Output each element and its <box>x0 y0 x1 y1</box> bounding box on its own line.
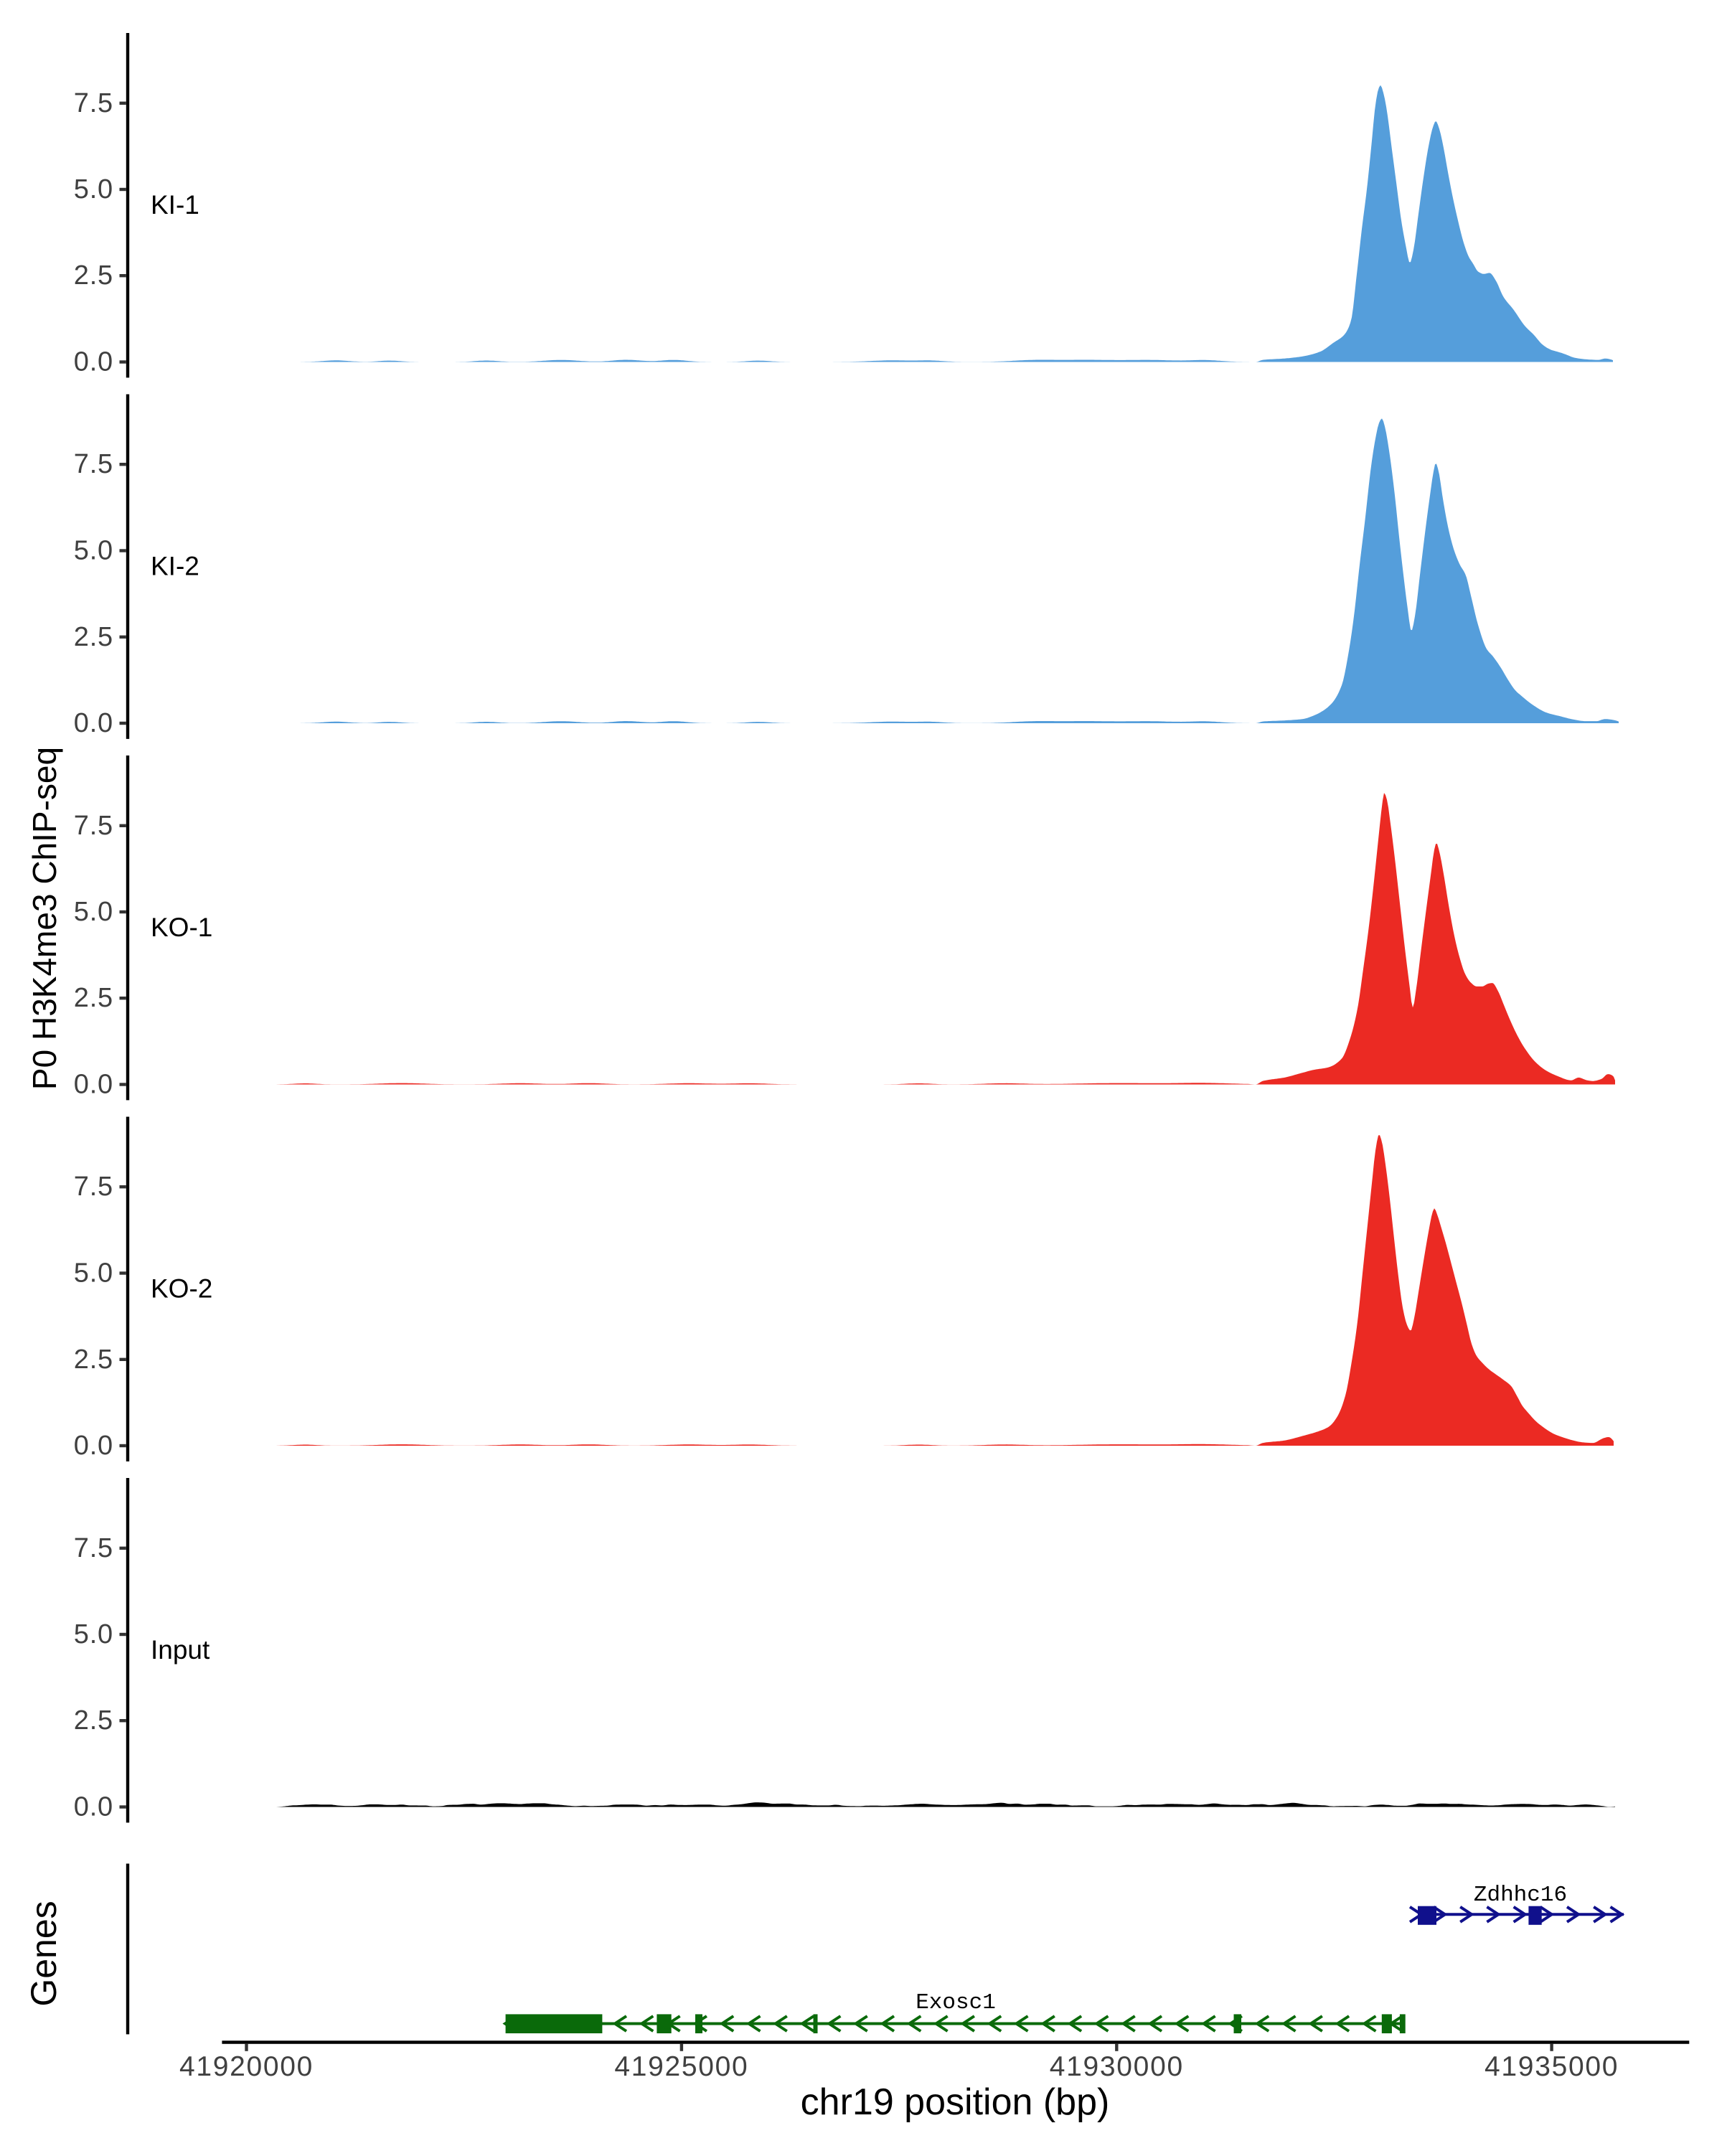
svg-text:7.5: 7.5 <box>74 811 113 841</box>
svg-text:5.0: 5.0 <box>74 536 113 566</box>
svg-text:7.5: 7.5 <box>74 1533 113 1563</box>
svg-text:Input: Input <box>151 1635 210 1665</box>
svg-text:Exosc1: Exosc1 <box>916 1990 996 2015</box>
svg-text:Genes: Genes <box>24 1901 64 2006</box>
svg-text:P0 H3K4me3 ChIP-seq: P0 H3K4me3 ChIP-seq <box>26 747 63 1090</box>
svg-text:7.5: 7.5 <box>74 449 113 479</box>
svg-text:Zdhhc16: Zdhhc16 <box>1474 1883 1567 1908</box>
svg-text:2.5: 2.5 <box>74 622 113 652</box>
svg-text:7.5: 7.5 <box>74 88 113 118</box>
svg-text:7.5: 7.5 <box>74 1172 113 1202</box>
svg-text:41925000: 41925000 <box>614 2051 748 2082</box>
svg-text:5.0: 5.0 <box>74 174 113 204</box>
svg-text:2.5: 2.5 <box>74 260 113 291</box>
svg-text:2.5: 2.5 <box>74 1345 113 1375</box>
svg-text:KI-1: KI-1 <box>151 190 199 220</box>
svg-text:41920000: 41920000 <box>179 2051 314 2082</box>
svg-text:chr19 position (bp): chr19 position (bp) <box>801 2081 1110 2123</box>
svg-text:0.0: 0.0 <box>74 1070 113 1100</box>
svg-text:0.0: 0.0 <box>74 347 113 377</box>
svg-text:5.0: 5.0 <box>74 1258 113 1289</box>
svg-text:KI-2: KI-2 <box>151 552 199 581</box>
svg-text:41930000: 41930000 <box>1050 2051 1184 2082</box>
svg-text:0.0: 0.0 <box>74 1792 113 1822</box>
svg-text:KO-2: KO-2 <box>151 1274 212 1304</box>
svg-text:0.0: 0.0 <box>74 1431 113 1461</box>
svg-text:2.5: 2.5 <box>74 1705 113 1736</box>
svg-text:KO-1: KO-1 <box>151 913 212 942</box>
svg-text:5.0: 5.0 <box>74 1619 113 1649</box>
svg-text:2.5: 2.5 <box>74 983 113 1013</box>
svg-text:5.0: 5.0 <box>74 897 113 927</box>
svg-text:0.0: 0.0 <box>74 708 113 738</box>
svg-text:41935000: 41935000 <box>1485 2051 1619 2082</box>
